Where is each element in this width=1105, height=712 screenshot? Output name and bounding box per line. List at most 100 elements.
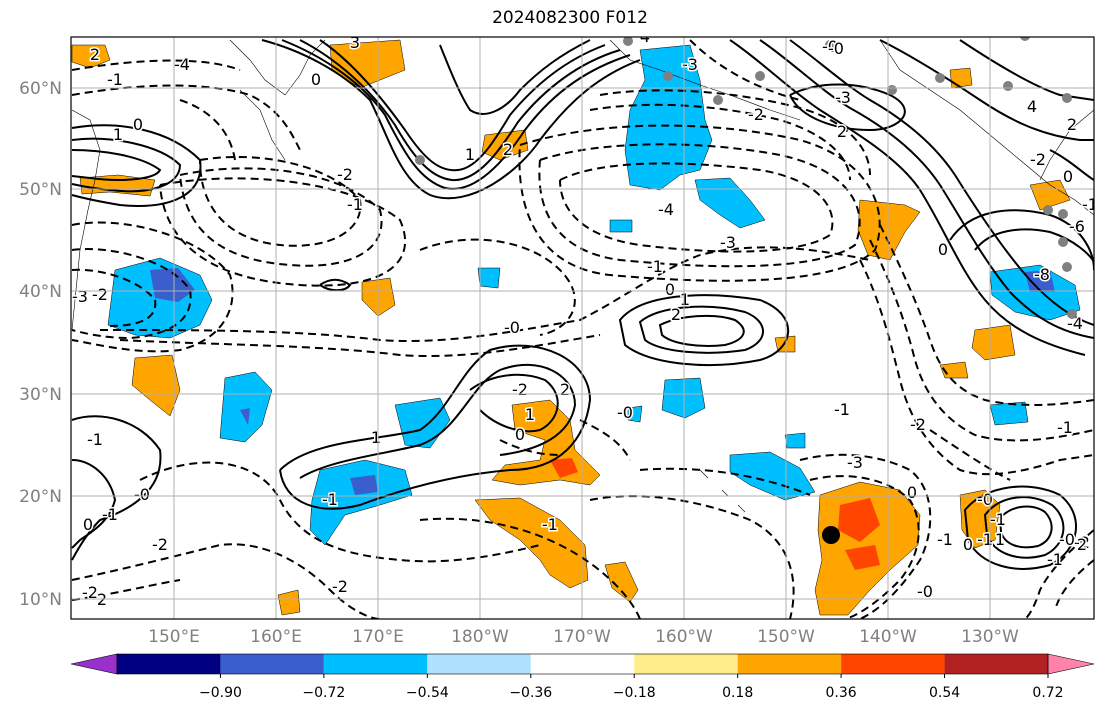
contour-label: -0 bbox=[134, 485, 150, 504]
contour-label: -0 bbox=[977, 490, 993, 509]
contour-label: 0 bbox=[938, 240, 948, 259]
contour-label: 2 bbox=[1077, 535, 1087, 554]
longitude-label: 180°W bbox=[451, 627, 509, 647]
colorbar-segment bbox=[634, 654, 738, 674]
contour-label: 2 bbox=[503, 140, 513, 159]
contour-label: 0 bbox=[907, 483, 917, 502]
latitude-label: 60°N bbox=[19, 79, 62, 99]
station-marker bbox=[825, 40, 835, 50]
longitude-label: 150°E bbox=[148, 627, 200, 647]
colorbar-label: −0.18 bbox=[613, 685, 656, 701]
contour-label: -1 bbox=[322, 490, 338, 509]
latitude-label: 50°N bbox=[19, 180, 62, 200]
latitude-label: 10°N bbox=[19, 590, 62, 610]
colorbar-label: −0.36 bbox=[509, 685, 552, 701]
contour-label: 1 bbox=[465, 145, 475, 164]
station-marker bbox=[935, 73, 945, 83]
longitude-label: 150°W bbox=[757, 627, 815, 647]
contour-label: 4 bbox=[1027, 97, 1037, 116]
contour-label: -1 bbox=[87, 430, 103, 449]
station-marker bbox=[1062, 93, 1072, 103]
contour-label: -1 bbox=[1057, 418, 1073, 437]
contour-label: -1 bbox=[347, 195, 363, 214]
contour-label: 0 bbox=[133, 115, 143, 134]
contour-label: 0 bbox=[83, 515, 93, 534]
contour-label: 2 bbox=[837, 122, 847, 141]
colorbar-segment bbox=[427, 654, 531, 674]
contour-label: 1 bbox=[113, 125, 123, 144]
latitude-label: 40°N bbox=[19, 282, 62, 302]
station-marker bbox=[1043, 205, 1053, 215]
storm-center-marker bbox=[822, 526, 840, 544]
map-title: 2024082300 F012 bbox=[492, 8, 648, 28]
contour-label: -1 bbox=[102, 505, 118, 524]
contour-label: -1 bbox=[977, 530, 993, 549]
contour-label: -2 bbox=[910, 415, 926, 434]
contour-label: -1 bbox=[834, 400, 850, 419]
contour-label: 1 bbox=[680, 290, 690, 309]
contour-label: -3 bbox=[682, 55, 698, 74]
contour-label: -2 bbox=[1030, 150, 1046, 169]
contour-label: -3 bbox=[72, 287, 88, 306]
contour-label: -1 bbox=[937, 530, 953, 549]
contour-label: -0 bbox=[504, 318, 520, 337]
contour-label: 0 bbox=[963, 535, 973, 554]
colorbar-segment bbox=[117, 654, 221, 674]
colorbar-extend-high bbox=[1047, 653, 1095, 675]
contour-label: -4 bbox=[658, 200, 674, 219]
station-marker bbox=[1058, 209, 1068, 219]
contour-label: 4 bbox=[640, 27, 650, 46]
latitude-label: 30°N bbox=[19, 385, 62, 405]
colorbar-label: −0.90 bbox=[199, 685, 242, 701]
contour-label: 1 bbox=[371, 428, 381, 447]
colorbar-frame bbox=[116, 653, 1049, 675]
colorbar-label: 0.72 bbox=[1032, 685, 1063, 701]
station-marker bbox=[623, 37, 633, 46]
longitude-label: 140°W bbox=[859, 627, 917, 647]
contour-label: 1 bbox=[525, 405, 535, 424]
colorbar-label: 0.18 bbox=[722, 685, 753, 701]
latitude-labels: 60°N 50°N 40°N 30°N 20°N 10°N bbox=[19, 79, 62, 610]
contour-label: -2 bbox=[82, 583, 98, 602]
contour-label: 2 bbox=[560, 380, 570, 399]
contour-label: -0 bbox=[828, 39, 844, 58]
contour-label: 0 bbox=[1063, 167, 1073, 186]
colorbar: −0.90 −0.72 −0.54 −0.36 −0.18 0.18 0.36 0.54 0.7… bbox=[70, 653, 1095, 701]
longitude-label: 170°W bbox=[553, 627, 611, 647]
station-marker bbox=[1062, 262, 1072, 272]
longitude-label: 160°W bbox=[655, 627, 713, 647]
longitude-labels: 150°E 160°E 170°E 180°W 170°W 160°W 150°W 140°W… bbox=[148, 627, 1019, 647]
contour-label: 1 bbox=[995, 530, 1005, 549]
contour-label: -1 bbox=[107, 70, 123, 89]
contour-label: -3 bbox=[835, 88, 851, 107]
longitude-label: 130°W bbox=[961, 627, 1019, 647]
contour-label: -4 bbox=[1067, 314, 1083, 333]
contour-label: 0 bbox=[515, 425, 525, 444]
colorbar-segment bbox=[220, 654, 324, 674]
station-marker bbox=[713, 95, 723, 105]
contour-label: 0 bbox=[311, 70, 321, 89]
contour-label: -2 bbox=[332, 577, 348, 596]
dashed-contours bbox=[71, 39, 1094, 619]
contour-label: -2 bbox=[512, 380, 528, 399]
contour-label: -8 bbox=[1034, 265, 1050, 284]
contour-label: 3 bbox=[350, 33, 360, 52]
contour-label: -2 bbox=[1074, 533, 1090, 552]
contour-label: -1 bbox=[1047, 550, 1063, 569]
station-marker bbox=[1020, 37, 1030, 41]
colorbar-label: −0.72 bbox=[302, 685, 345, 701]
contour-label: -2 bbox=[92, 285, 108, 304]
colorbar-segment bbox=[944, 654, 1048, 674]
station-marker bbox=[1003, 81, 1013, 91]
plot-frame bbox=[70, 36, 1095, 620]
contour-label: 2 bbox=[1067, 115, 1077, 134]
contour-label: -0 bbox=[617, 403, 633, 422]
station-marker bbox=[415, 155, 425, 165]
contour-label: -1 bbox=[542, 515, 558, 534]
contour-label: -1 bbox=[647, 257, 663, 276]
contour-label: -4 bbox=[174, 55, 190, 74]
contour-label: -1 bbox=[1082, 195, 1098, 214]
gridlines bbox=[71, 37, 1094, 619]
shaded-anomalies bbox=[71, 39, 1081, 616]
